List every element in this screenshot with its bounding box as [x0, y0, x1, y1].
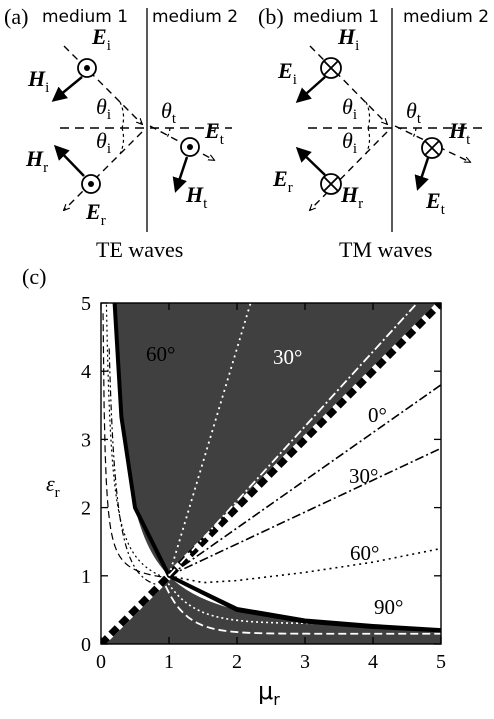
x-tick-label: 4 — [368, 651, 378, 673]
y-tick-label: 0 — [81, 634, 91, 656]
panel-a-angle-arc-i2 — [119, 127, 125, 155]
panel-b-et-arrow — [414, 157, 430, 191]
series-4 — [168, 547, 441, 584]
panel-a-er-label: Er — [85, 199, 106, 229]
panel-a-tag: (a) — [4, 4, 28, 29]
panel-b-tm: (b) medium 1 medium 2 Hi Ei Er Hr Ht Et … — [258, 4, 489, 262]
panel-b-medium2-label: medium 2 — [403, 7, 489, 27]
panel-b-et-label: Et — [425, 188, 446, 218]
annotation-90-black-curve: 90° — [374, 595, 403, 619]
panel-a-hi-label: Hi — [27, 66, 49, 96]
panel-a-et-label: Et — [204, 118, 225, 148]
panel-b-ht-label: Ht — [448, 118, 471, 148]
panel-a-caption: TE waves — [96, 237, 183, 262]
curve-left-dashed — [102, 313, 168, 579]
y-tick-label: 1 — [81, 566, 91, 588]
y-tick-label: 5 — [81, 293, 91, 315]
series-6 — [168, 303, 418, 577]
panel-b-angle-arc-i2 — [365, 127, 371, 155]
panel-a-hi-arrow — [51, 76, 83, 102]
panel-a-ht-arrow — [172, 156, 189, 193]
axis-ticks: 0 1 2 3 4 5 0 1 2 3 4 5 — [81, 293, 446, 673]
x-axis-label: μr — [258, 677, 280, 709]
panel-b-er-arrow — [295, 146, 326, 176]
curve-white-lower-dashed — [164, 585, 441, 635]
panel-a-ei-label: Ei — [91, 24, 111, 54]
panel-a-te: (a) medium 1 medium 2 Ei Hi Hr Er Et Ht — [4, 4, 238, 262]
x-tick-label: 2 — [232, 651, 242, 673]
panel-b-medium1-label: medium 1 — [293, 7, 379, 27]
annotation-30-white-curve: 30° — [273, 345, 302, 369]
panel-a-hr-label: Hr — [25, 146, 48, 176]
panel-b-ei-label: Ei — [277, 58, 297, 88]
curves-group — [101, 303, 441, 644]
panel-b-hr-label: Hr — [340, 182, 363, 212]
y-tick-label: 4 — [81, 361, 91, 383]
y-axis-label: εr — [46, 471, 60, 501]
series-5 — [168, 574, 441, 632]
panel-b-caption: TM waves — [339, 237, 432, 262]
panel-a-reflected-ray — [64, 131, 143, 210]
y-tick-label: 3 — [81, 429, 91, 451]
annotation-60-black-curve: 60° — [350, 541, 379, 565]
shaded-region-upper — [114, 303, 441, 576]
panel-b-tag: (b) — [258, 4, 284, 29]
panel-a-theta-t: θt — [161, 98, 177, 127]
panel-b-incident-ray — [309, 45, 387, 124]
panel-b-reflected-ray — [310, 131, 388, 210]
panel-a-medium2-label: medium 2 — [152, 7, 238, 27]
panel-a-angle-arc-i1 — [119, 101, 125, 129]
panel-b-theta-i-lower: θi — [342, 128, 357, 157]
annotation-0-black-curve: 0° — [368, 403, 387, 427]
panel-b-theta-t: θt — [406, 98, 422, 127]
x-tick-label: 1 — [164, 651, 174, 673]
plot-frame — [100, 302, 442, 645]
annotation-60-white-curve: 60° — [146, 342, 175, 366]
x-tick-label: 3 — [300, 651, 310, 673]
panel-b-hi-label: Hi — [337, 24, 359, 54]
panel-a-medium1-label: medium 1 — [42, 7, 128, 27]
x-tick-label: 0 — [96, 651, 106, 673]
series-2 — [168, 384, 441, 577]
panel-b-ei-arrow — [295, 76, 326, 103]
panel-b-er-label: Er — [272, 166, 293, 196]
panel-b-theta-i-upper: θi — [342, 94, 357, 123]
panel-a-angle-arc-t — [165, 127, 171, 140]
series-0 — [101, 303, 441, 644]
y-tick-label: 2 — [81, 498, 91, 520]
curve-left-dashdot — [108, 348, 168, 587]
x-tick-label: 5 — [436, 651, 446, 673]
panel-a-theta-i-lower: θi — [96, 128, 111, 157]
panel-b-angle-arc-i1 — [365, 101, 371, 129]
panel-a-theta-i-upper: θi — [96, 94, 111, 123]
panel-a-ht-label: Ht — [185, 182, 208, 212]
annotation-30-black-curve: 30° — [349, 464, 378, 488]
panel-b-angle-arc-t — [411, 127, 417, 140]
panel-a-incident-ray — [63, 45, 142, 124]
panel-c-tag: (c) — [22, 264, 46, 289]
series-3 — [168, 447, 441, 577]
plot-area — [101, 303, 441, 644]
panel-a-hr-arrow — [53, 144, 85, 177]
